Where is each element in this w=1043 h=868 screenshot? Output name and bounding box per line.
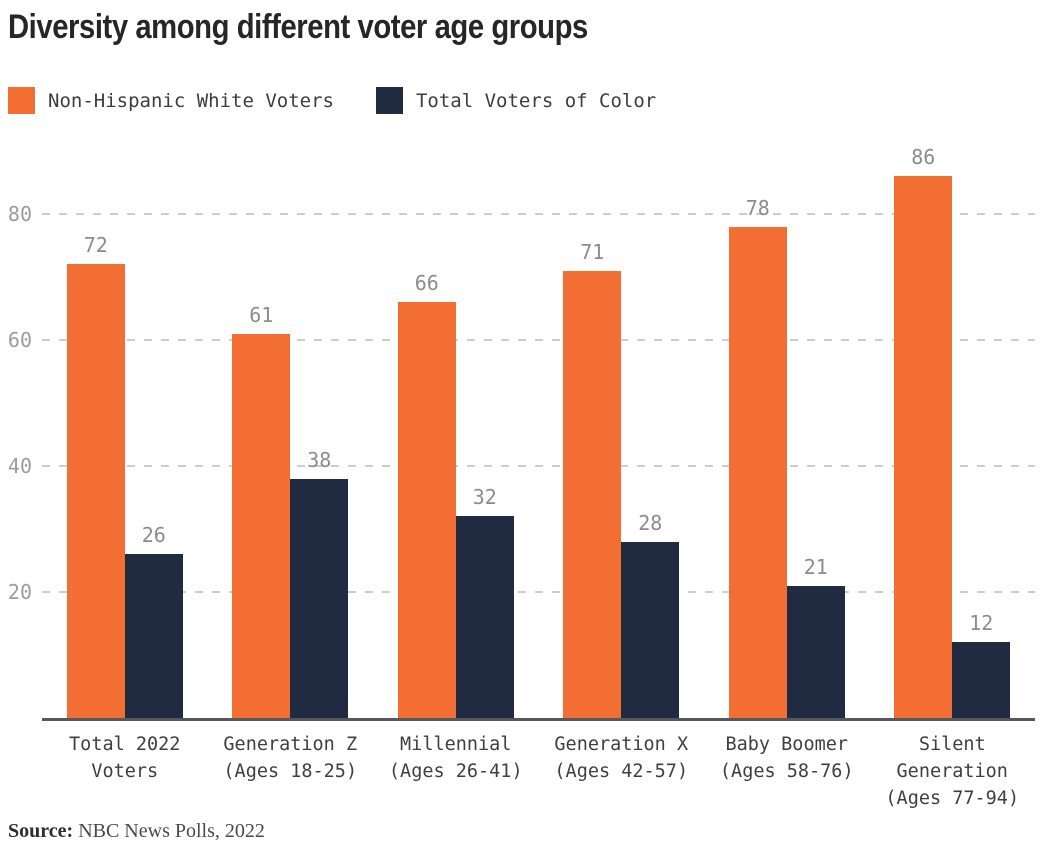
bar-value-label: 28: [638, 510, 663, 535]
source-text: NBC News Polls, 2022: [73, 820, 265, 842]
bar-voters-of-color: 28: [621, 511, 680, 718]
bar-groups: 72 26 61 38 66 32 71 28 78 21 86 12: [42, 145, 1035, 718]
chart-title: Diversity among different voter age grou…: [8, 8, 588, 46]
legend-item-voters-of-color: Total Voters of Color: [375, 87, 657, 114]
legend: Non-Hispanic White Voters Total Voters o…: [8, 87, 656, 114]
x-axis-category-labels: Total 2022 Voters Generation Z (Ages 18-2…: [42, 731, 1035, 812]
bar-white-voters: 78: [728, 196, 787, 718]
bar-group-2: 66 32: [397, 271, 514, 718]
category-label-5: Silent Generation (Ages 77-94): [885, 734, 1020, 809]
bar-white-voters: 66: [397, 271, 456, 718]
bar-voters-of-color: 26: [124, 523, 183, 718]
plot-area: 20 40 60 80 72 26 61 38 66 32 71 28 78 21 86 12: [8, 145, 1035, 721]
legend-swatch-white-voters-icon: [8, 87, 35, 114]
bar-value-label: 12: [969, 611, 994, 636]
bar-value-label: 72: [83, 233, 108, 258]
y-tick-label-40: 40: [7, 454, 32, 478]
legend-swatch-voters-of-color-icon: [375, 87, 403, 114]
category-label-4: Baby Boomer (Ages 58-76): [719, 734, 854, 782]
bar-group-0: 72 26: [66, 233, 183, 718]
bar-voters-of-color: 12: [952, 611, 1011, 718]
category-label-0: Total 2022 Voters: [69, 734, 181, 782]
bar-value-label: 32: [472, 485, 497, 510]
bar-group-4: 78 21: [728, 196, 845, 718]
y-tick-label-20: 20: [7, 580, 32, 604]
bar-white-voters: 72: [66, 233, 125, 718]
gridline-60: [42, 339, 1035, 341]
bar-group-3: 71 28: [563, 240, 680, 718]
category-label-2: Millennial (Ages 26-41): [388, 734, 523, 782]
y-tick-label-80: 80: [7, 202, 32, 226]
bar-value-label: 38: [307, 447, 332, 472]
y-tick-label-60: 60: [7, 328, 32, 352]
bar-value-label: 26: [141, 523, 166, 548]
bar-voters-of-color: 38: [290, 448, 349, 718]
bar-white-voters: 86: [894, 145, 953, 718]
source-note: Source: NBC News Polls, 2022: [8, 820, 265, 843]
bar-value-label: 66: [414, 271, 439, 296]
bar-group-5: 86 12: [894, 145, 1011, 718]
bar-value-label: 21: [803, 554, 828, 579]
legend-label-white-voters: Non-Hispanic White Voters: [48, 89, 334, 112]
bar-white-voters: 61: [232, 303, 291, 718]
bar-white-voters: 71: [563, 240, 622, 718]
bar-value-label: 61: [249, 302, 274, 327]
bar-value-label: 86: [911, 145, 936, 170]
gridline-80: [42, 213, 1035, 215]
legend-label-voters-of-color: Total Voters of Color: [415, 89, 657, 112]
gridline-20: [42, 591, 1035, 593]
gridline-40: [42, 465, 1035, 467]
bar-value-label: 78: [745, 195, 770, 220]
bar-voters-of-color: 32: [455, 485, 514, 718]
category-label-1: Generation Z (Ages 18-25): [223, 734, 358, 782]
bar-value-label: 71: [580, 239, 605, 264]
category-label-3: Generation X (Ages 42-57): [554, 734, 689, 782]
bar-group-1: 61 38: [232, 303, 349, 718]
bar-voters-of-color: 21: [786, 555, 845, 718]
legend-item-white-voters: Non-Hispanic White Voters: [8, 87, 334, 114]
source-label: Source:: [8, 820, 74, 842]
